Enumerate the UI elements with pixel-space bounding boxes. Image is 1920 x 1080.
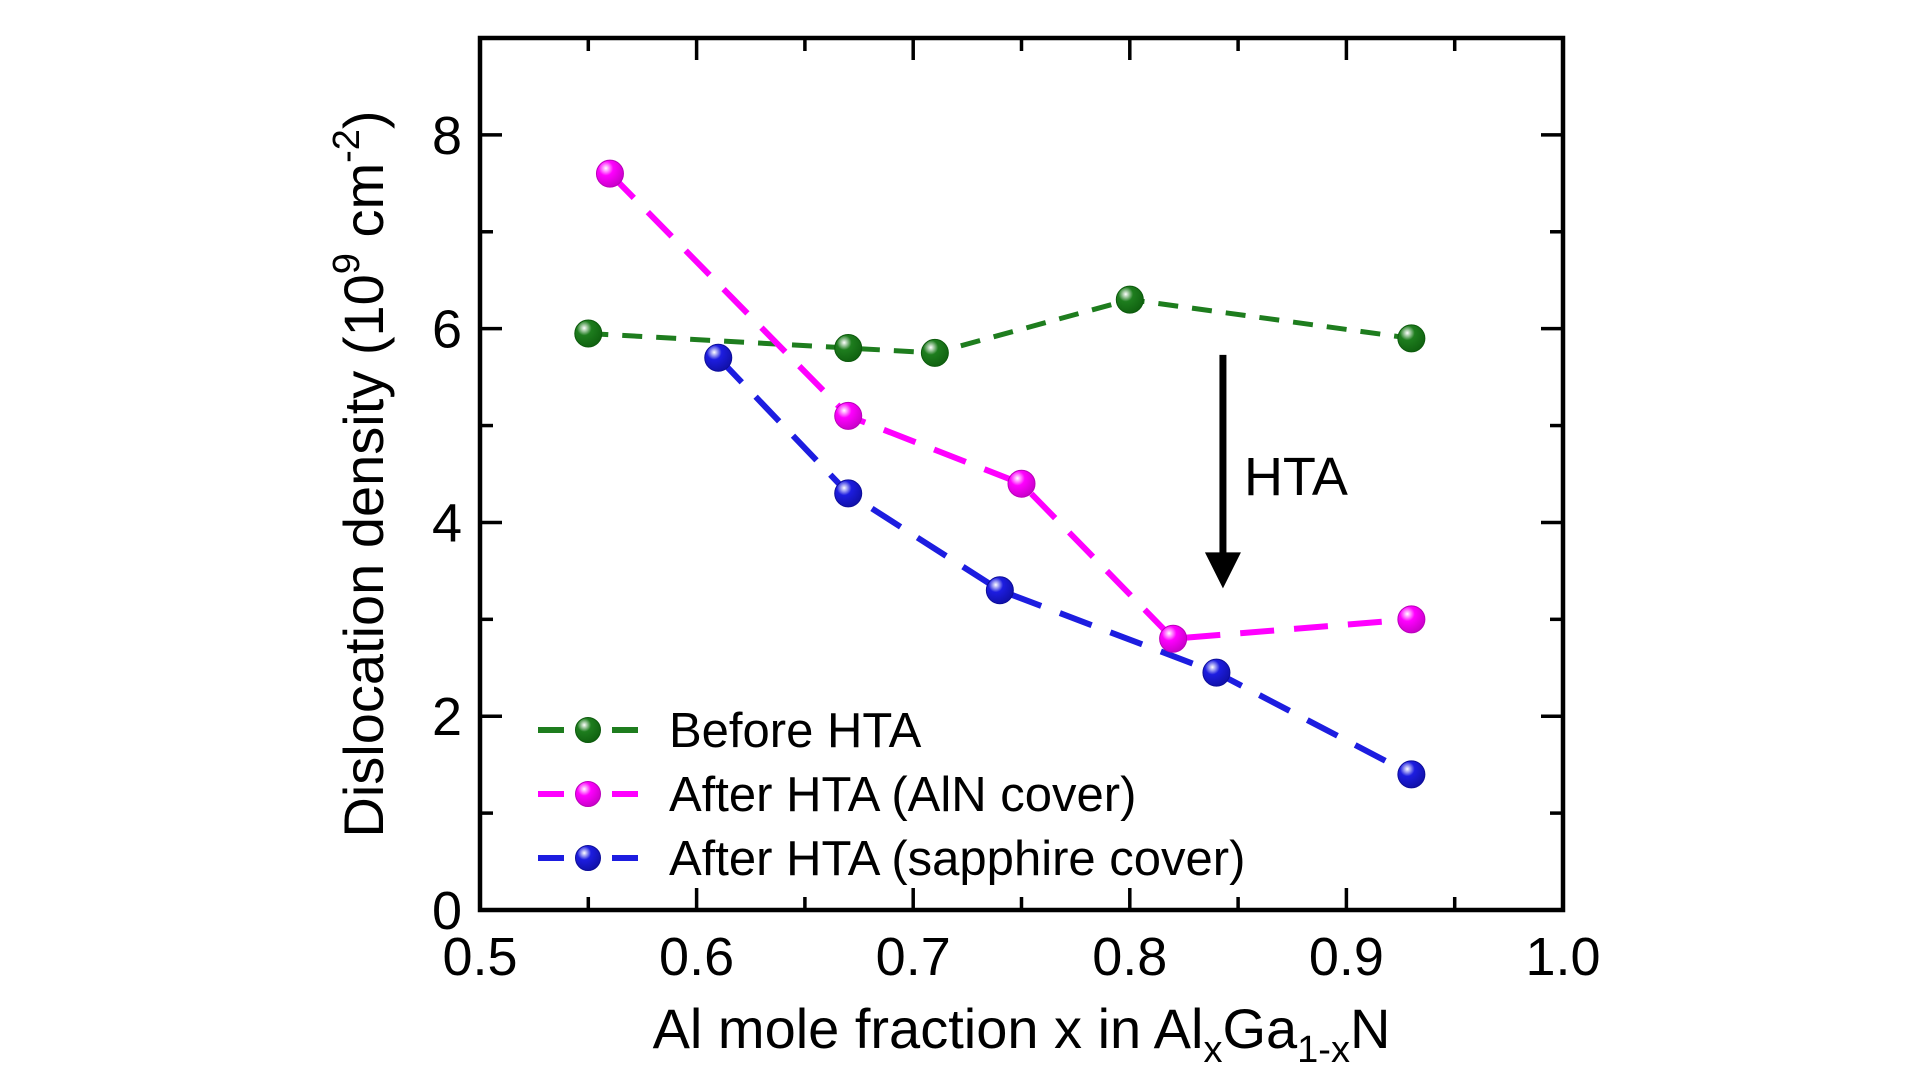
y-tick-label-0: 0 xyxy=(432,881,462,941)
legend-marker xyxy=(575,845,601,871)
data-point-before-hta-0 xyxy=(574,319,603,348)
x-tick-label-0.5: 0.5 xyxy=(442,927,517,987)
data-point-after-hta-aln-cover-3 xyxy=(1159,624,1188,653)
series-line-before-hta xyxy=(588,297,1412,356)
y-tick-label-6: 6 xyxy=(432,300,462,360)
data-point-after-hta-sapphire-cover-2 xyxy=(985,576,1014,605)
data-point-before-hta-1 xyxy=(834,334,863,363)
data-point-before-hta-3 xyxy=(1115,285,1144,314)
legend-marker xyxy=(575,781,601,807)
legend-label: After HTA (AlN cover) xyxy=(669,768,1136,822)
data-point-before-hta-4 xyxy=(1397,324,1426,353)
data-point-after-hta-sapphire-cover-3 xyxy=(1202,658,1231,687)
x-tick-label-0.9: 0.9 xyxy=(1309,927,1384,987)
data-point-after-hta-aln-cover-4 xyxy=(1397,605,1426,634)
data-point-before-hta-2 xyxy=(920,338,949,367)
legend-label: After HTA (sapphire cover) xyxy=(669,832,1245,886)
x-tick-label-0.6: 0.6 xyxy=(659,927,734,987)
x-tick-label-1.0: 1.0 xyxy=(1525,927,1600,987)
data-point-after-hta-aln-cover-2 xyxy=(1007,469,1036,498)
y-tick-label-2: 2 xyxy=(432,687,462,747)
data-point-after-hta-sapphire-cover-1 xyxy=(834,479,863,508)
legend-item-before-hta: Before HTA xyxy=(538,704,922,758)
y-tick-label-8: 8 xyxy=(432,106,462,166)
plot-frame xyxy=(477,35,1566,913)
data-point-after-hta-aln-cover-1 xyxy=(834,401,863,430)
legend-item-after-hta-aln-cover: After HTA (AlN cover) xyxy=(538,768,1136,822)
legend-item-after-hta-sapphire-cover: After HTA (sapphire cover) xyxy=(538,832,1245,886)
y-axis-label: Dislocation density (109 cm-2) xyxy=(326,110,395,837)
x-tick-label-0.7: 0.7 xyxy=(876,927,951,987)
y-tick-label-4: 4 xyxy=(432,493,462,553)
x-tick-label-0.8: 0.8 xyxy=(1092,927,1167,987)
hta-annotation-label: HTA xyxy=(1244,447,1348,507)
legend-label: Before HTA xyxy=(669,704,922,758)
legend-marker xyxy=(575,717,601,743)
series-line-after-hta-sapphire-cover xyxy=(716,355,1413,778)
x-axis-label: Al mole fraction x in AlxGa1-xN xyxy=(653,997,1391,1071)
series-line-after-hta-aln-cover xyxy=(607,171,1412,642)
data-point-after-hta-sapphire-cover-4 xyxy=(1397,760,1426,789)
data-point-after-hta-aln-cover-0 xyxy=(595,159,624,188)
hta-arrow-head xyxy=(1204,552,1241,589)
data-point-after-hta-sapphire-cover-0 xyxy=(704,343,733,372)
